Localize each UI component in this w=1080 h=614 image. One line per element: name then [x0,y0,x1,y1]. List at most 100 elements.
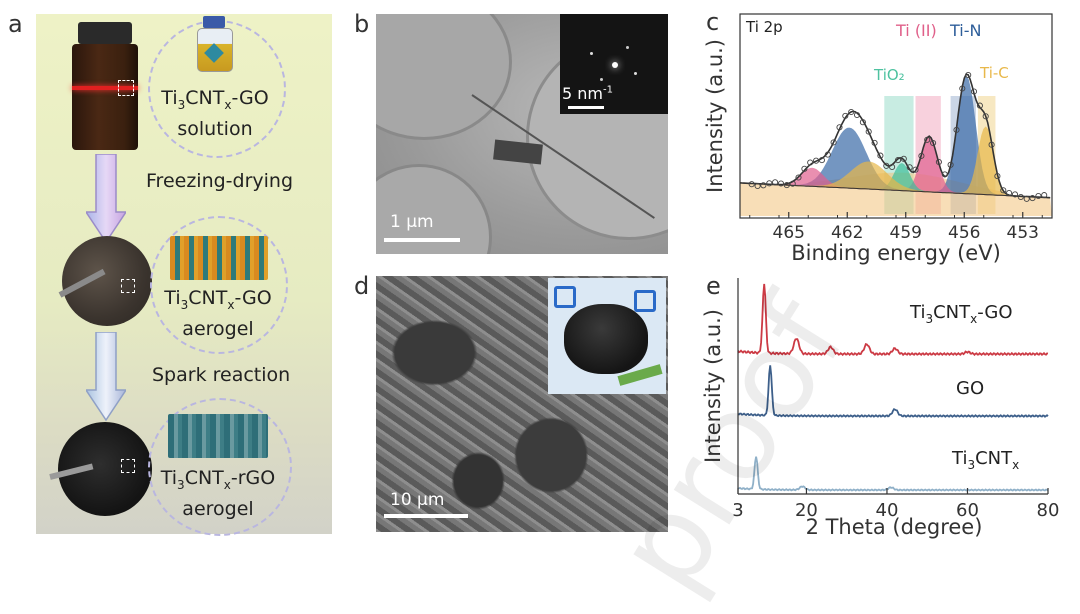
xps-data-point [789,180,796,187]
aerogel-caption: Ti3CNTx-GO aerogel [150,286,286,341]
xps-data-point [912,166,919,173]
xps-data-point [935,158,942,166]
xps-xtick-label-0: 465 [773,223,805,243]
xrd-ylabel: Intensity (a.u.) [701,309,725,463]
xps-data-point [988,141,995,148]
xps-data-point [900,155,907,162]
xps-xtick-label-3: 456 [948,223,980,243]
xps-data-point [918,152,925,159]
xps-envelope [739,73,1051,199]
xps-data-point [1006,189,1013,197]
rgo-caption: Ti3CNTx-rGO aerogel [138,466,298,521]
xps-anno-tic: Ti-C [979,64,1009,82]
xps-data-point [795,174,802,181]
tem-scale-label: 1 μm [390,212,434,232]
xps-data-point [959,85,966,92]
solution-cnt: CNT [185,87,225,109]
aerogel-cnt: CNT [188,287,228,309]
xrd-xtick-label-4: 80 [1037,500,1060,521]
xps-xlabel: Binding energy (eV) [791,241,1001,265]
xrd-xtick-label-0: 3 [732,500,743,521]
down-arrow-1 [86,154,126,244]
xps-xtick-label-2: 459 [890,223,922,243]
xps-data-point [924,136,931,143]
sem-scale-bar [384,514,468,518]
sem-image: 10 μm [376,276,668,532]
xrd-series-line-0 [737,283,1049,357]
freezing-drying-label: Freezing-drying [146,170,294,192]
rgo-structure-icon [168,414,268,458]
spark-reaction-label: Spark reaction [152,364,291,386]
sem-scale-label: 10 μm [390,490,445,510]
xrd-series-label-2: Ti3CNTx [951,448,1019,472]
xps-ylabel: Intensity (a.u.) [703,39,727,193]
xps-xtick-label-4: 453 [1007,223,1039,243]
solution-go: -GO [231,87,269,109]
xrd-xlabel: 2 Theta (degree) [806,515,983,539]
rgo-word: aerogel [182,497,254,520]
rgo-sub3: 3 [177,477,185,492]
xps-data-point [982,113,989,120]
aerogel-go: -GO [234,287,272,309]
panel-label-a: a [8,10,23,38]
inset-scale-label: 5 nm-1 [562,84,613,103]
panel-label-d: d [354,272,370,300]
vial-photo [72,22,138,150]
solution-word: solution [177,117,253,140]
aerogel-structure-icon [170,236,268,280]
xps-data-point [941,171,948,178]
xps-data-point [965,71,972,79]
xrd-xtick-label-1: 20 [795,500,818,521]
xps-data-point [748,181,755,188]
xps-anno-tin: Ti-N [949,21,981,40]
xrd-chart: 3 20 40 60 80 Ti3CNTx-GO GO Ti3CNTx 2 Theta … [701,278,1060,539]
xps-data-point [754,182,761,190]
xps-data-point [953,126,960,133]
aerogel-subx: x [227,297,235,312]
xps-anno-tiii: Ti (II) [895,21,937,40]
xps-data-point [976,102,983,109]
solution-caption: Ti3CNTx-GO solution [150,86,280,141]
inset-scale-text: 5 nm [562,84,603,103]
panel-label-b: b [354,10,370,38]
xps-data-point [1000,187,1007,194]
panel-label-e: e [706,272,721,300]
aerogel-sub3: 3 [180,297,189,312]
xps-data-point [807,159,814,166]
rgo-cnt: CNT [184,467,224,489]
xps-data-point [772,179,779,186]
rgo-ti: Ti [160,467,178,489]
aerogel-ti: Ti [164,287,181,309]
saed-inset: 5 nm-1 [560,14,668,114]
panel-label-c: c [706,8,720,36]
xps-anno-tio2: TiO₂ [873,66,905,84]
aerogel-word: aerogel [182,317,254,340]
xps-data-point [906,164,913,171]
xrd-series-line-2 [737,456,1049,492]
xps-xtick-label-1: 462 [831,223,863,243]
xps-data-point [760,182,767,189]
xps-data-point [1029,195,1036,202]
xps-baseline [739,182,1051,199]
solution-subx: x [224,97,232,112]
xrd-series-label-0: Ti3CNTx-GO [909,302,1013,326]
xps-data-point [877,152,884,159]
solution-ti: Ti [161,87,178,109]
xps-data-point [1017,193,1024,201]
rgo-go: -rGO [230,467,276,489]
xps-data-point [889,163,896,171]
xps-data-point [777,180,785,187]
xrd-xtick-label-2: 40 [876,500,899,521]
xrd-series-line-1 [737,365,1049,418]
small-vial-icon [195,16,233,72]
xps-data-point [836,124,843,131]
tem-scale-bar [384,238,460,242]
xps-data-point [859,119,866,126]
xps-data-point [824,151,831,158]
aerogel-photo [62,236,152,326]
xps-data-point [930,139,937,147]
zoom-box-2 [121,279,135,293]
xps-data-point [813,157,820,164]
xps-data-point [970,88,978,95]
xps-data-point [830,139,837,146]
